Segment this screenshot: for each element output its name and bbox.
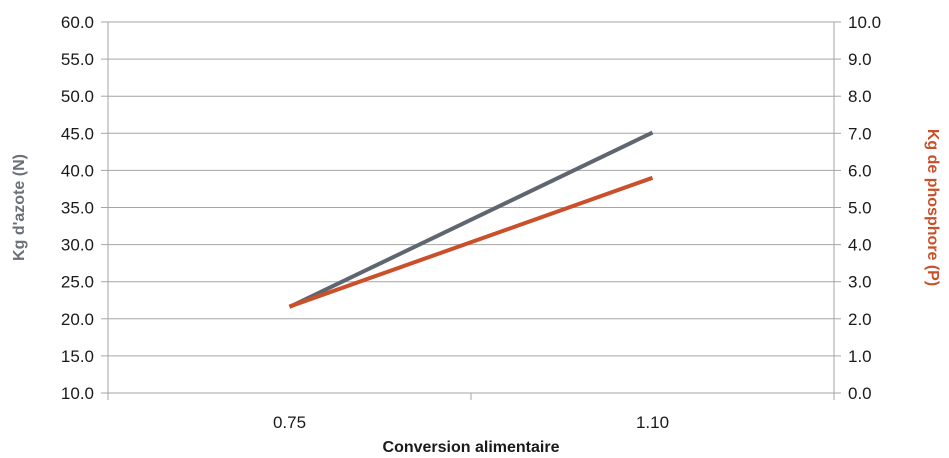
left-tick-label: 50.0 — [61, 87, 94, 106]
left-axis: 10.0 15.0 20.0 25.0 30.0 35.0 40.0 45.0 50.0 55.0… — [61, 13, 108, 403]
right-tick-label: 2.0 — [848, 310, 872, 329]
left-tick-label: 60.0 — [61, 13, 94, 32]
x-tick-label: 0.75 — [273, 413, 306, 432]
right-tick-label: 9.0 — [848, 50, 872, 69]
x-axis-title: Conversion alimentaire — [383, 439, 560, 456]
right-axis: 0.0 1.0 2.0 3.0 4.0 5.0 6.0 7.0 8.0 9.0 10.0 — [834, 13, 881, 403]
right-tick-label: 0.0 — [848, 384, 872, 403]
right-axis-title: Kg de phosphore (P) — [924, 129, 941, 286]
right-tick-label: 7.0 — [848, 124, 872, 143]
left-tick-label: 20.0 — [61, 310, 94, 329]
left-tick-label: 10.0 — [61, 384, 94, 403]
right-tick-label: 10.0 — [848, 13, 881, 32]
left-axis-title: Kg d'azote (N) — [11, 154, 28, 261]
left-tick-label: 35.0 — [61, 199, 94, 218]
right-tick-label: 1.0 — [848, 347, 872, 366]
right-tick-label: 5.0 — [848, 199, 872, 218]
left-tick-label: 25.0 — [61, 273, 94, 292]
right-tick-label: 8.0 — [848, 87, 872, 106]
series-line-phosphore — [288, 175, 654, 309]
left-tick-label: 30.0 — [61, 236, 94, 255]
left-tick-label: 15.0 — [61, 347, 94, 366]
x-axis: 0.75 1.10 — [107, 393, 835, 432]
right-tick-label: 3.0 — [848, 273, 872, 292]
right-tick-label: 6.0 — [848, 161, 872, 180]
gridlines — [108, 21, 834, 394]
series-lines — [288, 130, 654, 309]
right-tick-label: 4.0 — [848, 236, 872, 255]
left-tick-label: 45.0 — [61, 124, 94, 143]
left-tick-label: 55.0 — [61, 50, 94, 69]
series-line-azote — [288, 130, 654, 309]
left-tick-label: 40.0 — [61, 161, 94, 180]
x-tick-label: 1.10 — [636, 413, 669, 432]
